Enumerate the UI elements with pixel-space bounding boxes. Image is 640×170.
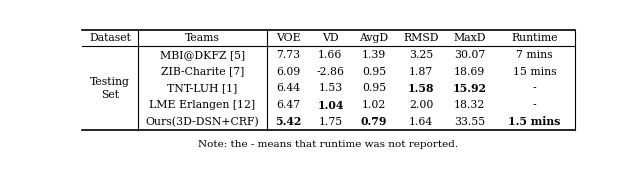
Text: 1.66: 1.66 (318, 50, 342, 60)
Text: 1.87: 1.87 (409, 67, 433, 76)
Text: 6.09: 6.09 (276, 67, 300, 76)
Text: MBI@DKFZ [5]: MBI@DKFZ [5] (160, 50, 245, 60)
Text: Dataset: Dataset (89, 33, 131, 43)
Text: 0.79: 0.79 (361, 116, 387, 128)
Text: -: - (532, 100, 536, 110)
Text: 15.92: 15.92 (452, 83, 486, 94)
Text: 7 mins: 7 mins (516, 50, 553, 60)
Text: 7.73: 7.73 (276, 50, 300, 60)
Text: Runtime: Runtime (511, 33, 557, 43)
Text: 0.95: 0.95 (362, 67, 386, 76)
Text: Teams: Teams (185, 33, 220, 43)
Text: 0.95: 0.95 (362, 83, 386, 93)
Text: 2.00: 2.00 (409, 100, 433, 110)
Text: VOE: VOE (276, 33, 301, 43)
Text: Note: the - means that runtime was not reported.: Note: the - means that runtime was not r… (198, 140, 458, 149)
Text: 1.04: 1.04 (317, 100, 344, 111)
Text: 15 mins: 15 mins (513, 67, 556, 76)
Text: Ours(3D-DSN+CRF): Ours(3D-DSN+CRF) (145, 117, 259, 127)
Text: VD: VD (322, 33, 339, 43)
Text: AvgD: AvgD (360, 33, 388, 43)
Text: 1.64: 1.64 (409, 117, 433, 127)
Text: 6.47: 6.47 (276, 100, 300, 110)
Text: -: - (532, 83, 536, 93)
Text: 1.75: 1.75 (318, 117, 342, 127)
Text: LME Erlangen [12]: LME Erlangen [12] (149, 100, 255, 110)
Text: 18.32: 18.32 (454, 100, 485, 110)
Text: 1.02: 1.02 (362, 100, 387, 110)
Text: 1.53: 1.53 (318, 83, 342, 93)
Text: 6.44: 6.44 (276, 83, 300, 93)
Text: 33.55: 33.55 (454, 117, 485, 127)
Text: RMSD: RMSD (403, 33, 439, 43)
Text: 18.69: 18.69 (454, 67, 485, 76)
Text: -2.86: -2.86 (316, 67, 344, 76)
Text: TNT-LUH [1]: TNT-LUH [1] (167, 83, 237, 93)
Text: Testing
Set: Testing Set (90, 77, 130, 100)
Text: 1.58: 1.58 (408, 83, 435, 94)
Text: ZIB-Charite [7]: ZIB-Charite [7] (161, 67, 244, 76)
Text: 1.39: 1.39 (362, 50, 386, 60)
Text: MaxD: MaxD (454, 33, 486, 43)
Text: 3.25: 3.25 (409, 50, 433, 60)
Text: 30.07: 30.07 (454, 50, 485, 60)
Text: 1.5 mins: 1.5 mins (508, 116, 561, 128)
Text: 5.42: 5.42 (275, 116, 301, 128)
